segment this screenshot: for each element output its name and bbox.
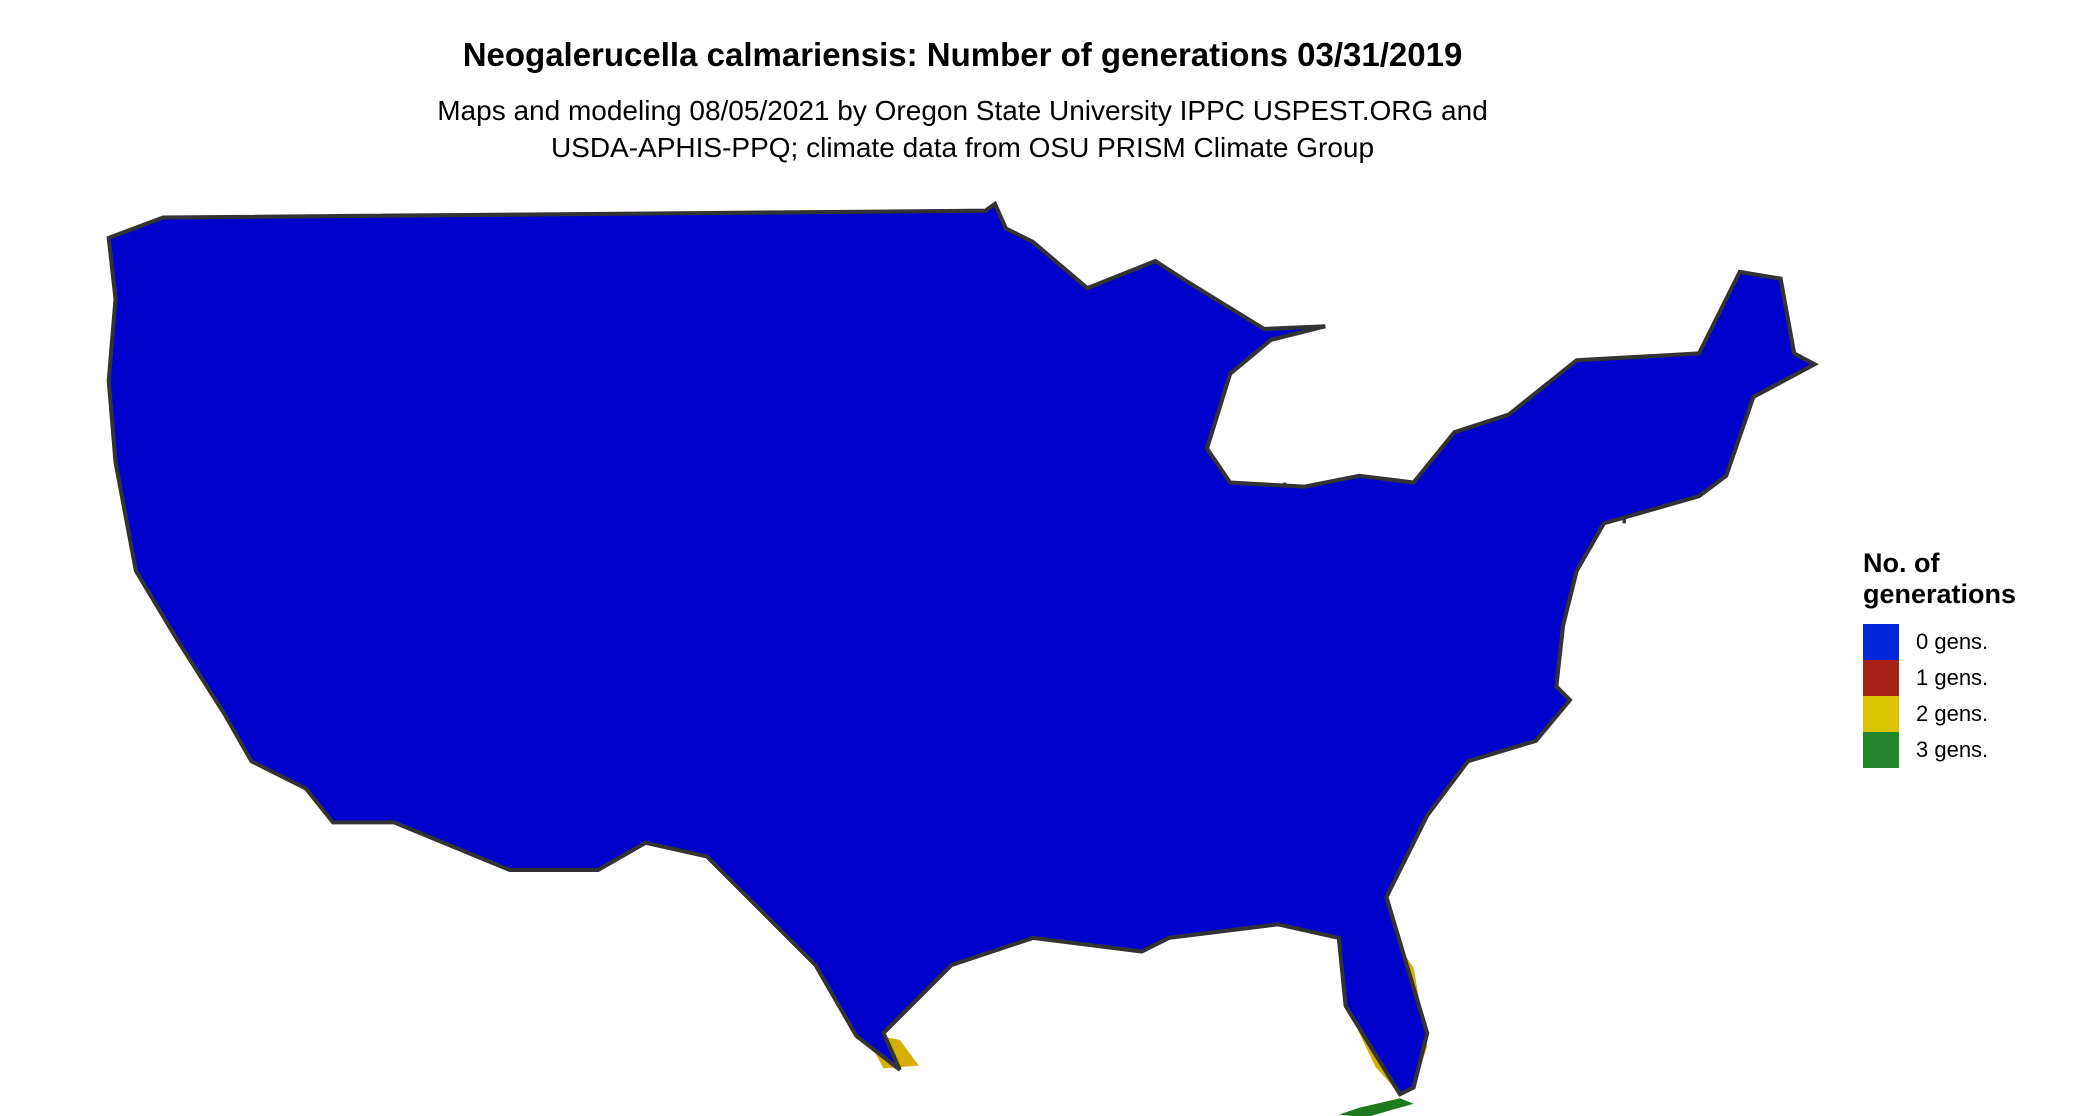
legend: No. of generations 0 gens. 1 gens. 2 gen… [1863, 548, 2083, 768]
legend-label: 2 gens. [1916, 701, 1989, 726]
legend-item-0-gens: 0 gens. [1863, 624, 2083, 660]
map-title: Neogalerucella calmariensis: Number of g… [462, 36, 1463, 73]
legend-swatch [1863, 624, 1899, 660]
subtitle-line-1: Maps and modeling 08/05/2021 by Oregon S… [437, 95, 1488, 126]
legend-label: 3 gens. [1916, 737, 1989, 762]
map-subtitle: Maps and modeling 08/05/2021 by Oregon S… [0, 92, 1925, 166]
legend-swatch [1863, 732, 1899, 768]
legend-label: 1 gens. [1916, 665, 1989, 690]
legend-label: 0 gens. [1916, 629, 1989, 654]
legend-swatch [1863, 696, 1899, 732]
legend-swatch [1863, 660, 1899, 696]
legend-item-2-gens: 2 gens. [1863, 696, 2083, 732]
legend-title-line-1: No. of [1863, 548, 1940, 578]
legend-item-3-gens: 3 gens. [1863, 732, 2083, 768]
legend-item-1-gens: 1 gens. [1863, 660, 2083, 696]
legend-title: No. of generations [1863, 548, 2083, 610]
subtitle-line-2: USDA-APHIS-PPQ; climate data from OSU PR… [550, 132, 1375, 163]
region-three-gens-keys [1338, 1098, 1414, 1116]
legend-title-line-2: generations [1863, 579, 2017, 609]
